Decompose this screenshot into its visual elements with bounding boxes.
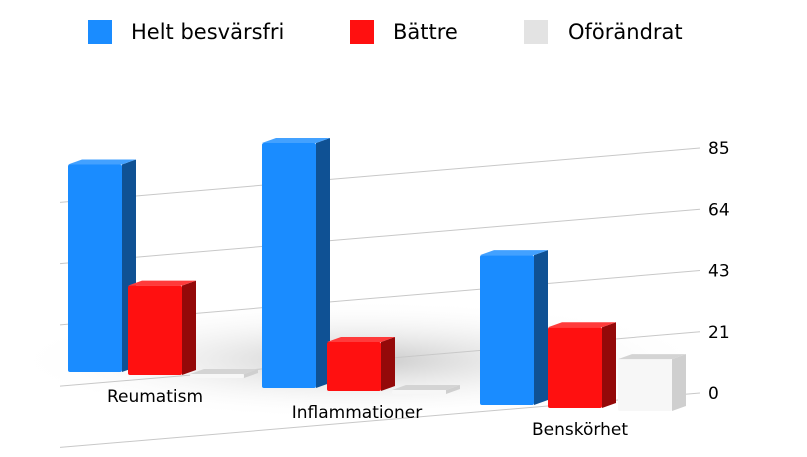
bar-top — [392, 385, 460, 390]
y-tick-label: 0 — [708, 384, 719, 404]
bar-side — [244, 369, 258, 378]
bar — [262, 138, 330, 388]
bar-top — [68, 159, 136, 165]
bar-front — [128, 285, 182, 375]
bar-side — [534, 250, 548, 405]
legend-swatch — [524, 20, 548, 44]
gridline — [59, 208, 701, 265]
bar-side — [602, 322, 616, 408]
bar-side — [381, 337, 395, 391]
bar — [327, 337, 395, 391]
bars — [68, 138, 686, 411]
legend-item: Oförändrat — [524, 20, 683, 44]
bar-front — [392, 390, 446, 394]
bar-side — [672, 354, 686, 411]
bar-front — [262, 143, 316, 388]
x-axis-labels: Reumatism Inflammationer Benskörhet — [107, 387, 628, 440]
x-category-label: Benskörhet — [532, 420, 628, 440]
y-tick-label: 21 — [708, 323, 730, 343]
legend-label: Oförändrat — [568, 20, 683, 44]
bar-top — [327, 337, 395, 342]
legend-item: Bättre — [350, 20, 458, 44]
bar-front — [480, 255, 534, 405]
legend-label: Bättre — [393, 20, 458, 44]
y-tick-label: 85 — [708, 139, 730, 159]
bar — [548, 322, 616, 408]
bar — [392, 385, 460, 394]
legend-swatch — [350, 20, 374, 44]
legend-label: Helt besvärsfri — [131, 20, 284, 44]
bar-front — [548, 327, 602, 408]
y-tick-label: 43 — [708, 262, 730, 282]
bar-top — [548, 322, 616, 328]
bar-side — [446, 385, 460, 394]
bar-side — [316, 138, 330, 388]
bar-front — [190, 374, 244, 378]
x-category-label: Reumatism — [107, 387, 203, 407]
bar-front — [327, 342, 381, 391]
x-category-label: Inflammationer — [292, 403, 422, 423]
bar-top — [128, 280, 196, 286]
bar-top — [480, 250, 548, 256]
bar-top — [262, 138, 330, 143]
bar — [480, 250, 548, 405]
bar — [68, 159, 136, 372]
legend-item: Helt besvärsfri — [88, 20, 284, 44]
bar-top — [190, 369, 258, 374]
bar — [618, 354, 686, 411]
legend-swatch — [88, 20, 112, 44]
bar-front — [618, 359, 672, 411]
bar-top — [618, 354, 686, 360]
y-axis: 0 21 43 64 85 — [708, 139, 730, 404]
bar — [190, 369, 258, 378]
gridline — [59, 147, 701, 203]
bar — [128, 280, 196, 375]
y-tick-label: 64 — [708, 200, 730, 220]
bar-side — [182, 280, 196, 375]
bar-front — [68, 164, 122, 372]
legend: Helt besvärsfri Bättre Oförändrat — [88, 20, 683, 44]
